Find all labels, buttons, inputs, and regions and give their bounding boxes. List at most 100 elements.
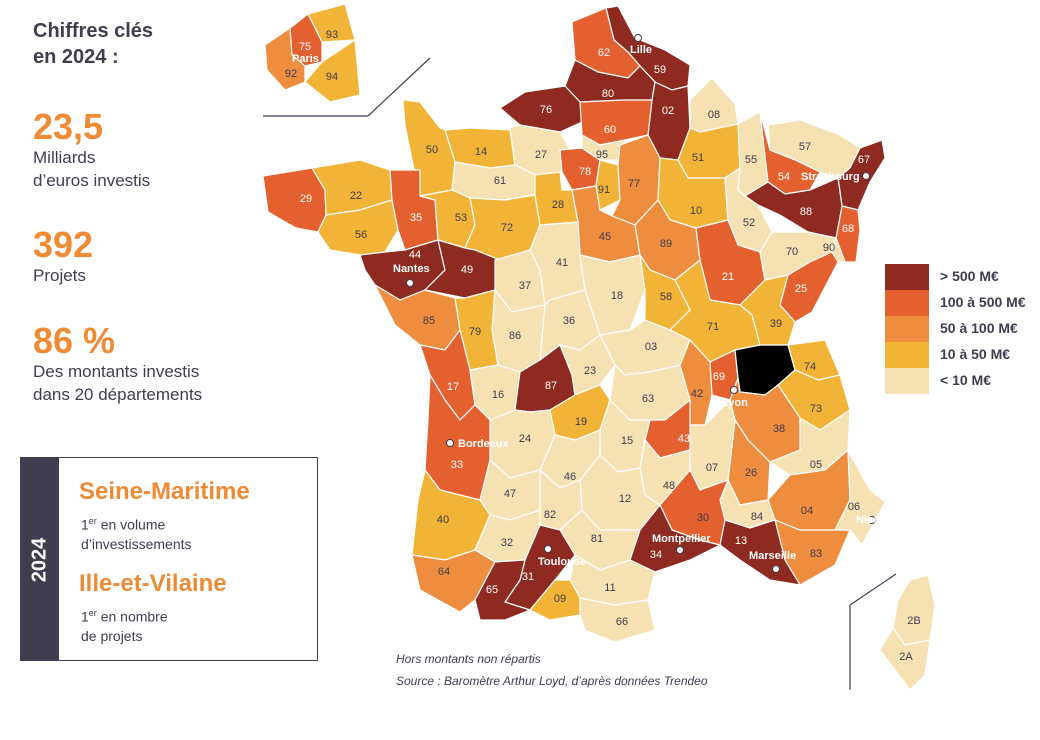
label-19: 19 [575, 416, 587, 428]
top-volume-description: 1er en volume d’investissements [81, 512, 281, 554]
top-volume-desc1: en volume [96, 516, 166, 533]
label-16: 16 [492, 389, 504, 401]
corsica-inset-separator [849, 573, 897, 606]
label-30: 30 [697, 512, 709, 524]
city-dot-toulouse [544, 545, 552, 553]
stat-projects: 392 Projets [33, 226, 263, 287]
label-56: 56 [355, 229, 367, 241]
label-26: 26 [745, 467, 757, 479]
label-33: 33 [451, 459, 463, 471]
label-25: 25 [795, 283, 807, 295]
label-40: 40 [437, 514, 449, 526]
label-45: 45 [599, 231, 611, 243]
label-57: 57 [799, 141, 811, 153]
dept-94[interactable] [304, 38, 361, 103]
label-69: 69 [713, 371, 725, 383]
legend-label-10-50: 10 à 50 M€ [940, 346, 1011, 362]
city-strasbourg: Strasbourg [801, 171, 860, 183]
label-34: 34 [650, 549, 662, 561]
top-volume-rank: 1 [81, 516, 89, 533]
label-89: 89 [660, 238, 672, 250]
label-85: 85 [423, 315, 435, 327]
stat-investment-value: 23,5 [33, 106, 104, 147]
label-63: 63 [642, 393, 654, 405]
city-markers: Lille Strasbourg Nantes Lyon Bordeaux To… [393, 34, 879, 573]
mainland [262, 5, 936, 691]
stat-share-label2: dans 20 départements [33, 385, 203, 404]
legend-swatch-500plus [885, 264, 929, 290]
dept-2B[interactable] [892, 574, 936, 646]
city-nantes: Nantes [393, 263, 430, 275]
city-dot-bordeaux [446, 439, 454, 447]
label-55: 55 [745, 154, 757, 166]
label-10: 10 [690, 205, 702, 217]
label-42: 42 [691, 388, 703, 400]
stat-share-value: 86 % [33, 320, 116, 361]
label-09: 09 [554, 593, 566, 605]
city-dot-nantes [406, 279, 414, 287]
label-46: 46 [564, 471, 576, 483]
label-41: 41 [556, 257, 568, 269]
label-18: 18 [611, 290, 623, 302]
city-lyon: Lyon [722, 397, 748, 409]
dept-13[interactable] [719, 519, 802, 586]
label-12: 12 [619, 493, 631, 505]
city-nice: Nice [856, 514, 879, 526]
stat-share: 86 % Des montants investis dans 20 dépar… [33, 322, 263, 406]
label-54: 54 [778, 171, 790, 183]
label-47: 47 [504, 488, 516, 500]
idf-inset: 93 94 92 75 Paris [264, 3, 361, 103]
label-48: 48 [663, 480, 675, 492]
label-86: 86 [509, 330, 521, 342]
label-08: 08 [708, 109, 720, 121]
label-84: 84 [751, 511, 763, 523]
label-05: 05 [810, 459, 822, 471]
key-figures-title-line2: en 2024 : [33, 46, 119, 68]
label-15: 15 [621, 435, 633, 447]
label-66: 66 [616, 616, 628, 628]
label-11: 11 [604, 582, 615, 594]
label-51: 51 [692, 152, 704, 164]
label-68: 68 [842, 223, 854, 235]
legend-swatch-100-500 [885, 290, 929, 316]
label-87: 87 [545, 380, 557, 392]
label-60: 60 [604, 124, 616, 136]
label-64: 64 [438, 566, 450, 578]
label-77: 77 [628, 178, 640, 190]
label-81: 81 [591, 533, 603, 545]
city-dot-strasbourg [862, 172, 870, 180]
label-58: 58 [660, 291, 672, 303]
city-paris: Paris [292, 53, 319, 65]
label-59: 59 [654, 64, 666, 76]
dept-65[interactable] [474, 559, 532, 621]
label-2B: 2B [907, 615, 920, 627]
label-79: 79 [469, 326, 481, 338]
city-dot-nice [868, 516, 876, 524]
dept-23[interactable] [559, 334, 616, 396]
label-37: 37 [519, 280, 531, 292]
label-83: 83 [810, 548, 822, 560]
label-82: 82 [544, 509, 556, 521]
stat-investment-label1: Milliards [33, 148, 96, 167]
dept-29[interactable] [262, 167, 327, 233]
label-49: 49 [461, 264, 473, 276]
label-74: 74 [804, 361, 816, 373]
dept-75[interactable] [289, 13, 323, 67]
label-88: 88 [800, 206, 812, 218]
note-excluded: Hors montants non répartis [396, 652, 541, 666]
highlight-box: 2024 Seine-Maritime 1er en volume d’inve… [20, 457, 318, 661]
legend-label-500plus: > 500 M€ [940, 268, 999, 284]
top-projects-desc1: en nombre [96, 608, 168, 625]
label-31: 31 [522, 571, 534, 583]
dept-2A[interactable] [879, 626, 931, 691]
top-projects-description: 1er en nombre de projets [81, 604, 281, 646]
dept-08[interactable] [689, 77, 739, 133]
top-projects-desc2: de projets [81, 627, 143, 644]
legend-label-under10: < 10 M€ [940, 372, 991, 388]
label-95: 95 [596, 149, 608, 161]
dept-66[interactable] [579, 597, 656, 643]
label-24: 24 [519, 433, 531, 445]
legend-swatch-under10 [885, 368, 929, 394]
label-93: 93 [326, 29, 338, 41]
department-labels: 59 62 80 02 76 60 08 51 55 57 54 67 68 8… [300, 47, 921, 663]
